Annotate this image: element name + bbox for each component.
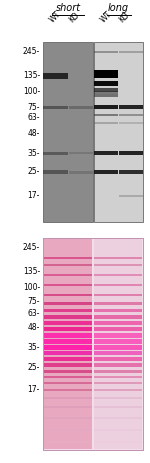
Text: 75-: 75- bbox=[27, 102, 40, 112]
Text: 245-: 245- bbox=[23, 244, 40, 252]
Text: 75-: 75- bbox=[27, 298, 40, 307]
Bar bbox=[43, 238, 143, 450]
Text: KO: KO bbox=[68, 10, 81, 24]
Text: 25-: 25- bbox=[28, 168, 40, 176]
Text: 17-: 17- bbox=[28, 192, 40, 200]
Text: long: long bbox=[108, 3, 129, 13]
Text: 100-: 100- bbox=[23, 88, 40, 96]
Bar bbox=[94, 42, 143, 222]
Text: 63-: 63- bbox=[27, 113, 40, 123]
Bar bbox=[43, 42, 93, 222]
Text: WT: WT bbox=[99, 9, 114, 24]
Text: 63-: 63- bbox=[27, 308, 40, 318]
Text: short: short bbox=[56, 3, 81, 13]
Text: KO: KO bbox=[118, 10, 131, 24]
Bar bbox=[43, 238, 143, 450]
Text: 135-: 135- bbox=[23, 71, 40, 81]
Text: 245-: 245- bbox=[23, 48, 40, 56]
Text: 135-: 135- bbox=[23, 268, 40, 276]
Text: 35-: 35- bbox=[27, 344, 40, 352]
Text: 48-: 48- bbox=[28, 129, 40, 138]
Text: WT: WT bbox=[48, 9, 63, 24]
Text: 100-: 100- bbox=[23, 283, 40, 293]
Text: 17-: 17- bbox=[28, 386, 40, 394]
Text: 25-: 25- bbox=[28, 363, 40, 371]
Bar bbox=[94, 239, 142, 449]
Text: 48-: 48- bbox=[28, 324, 40, 332]
Text: 35-: 35- bbox=[27, 149, 40, 157]
Bar bbox=[44, 239, 92, 449]
